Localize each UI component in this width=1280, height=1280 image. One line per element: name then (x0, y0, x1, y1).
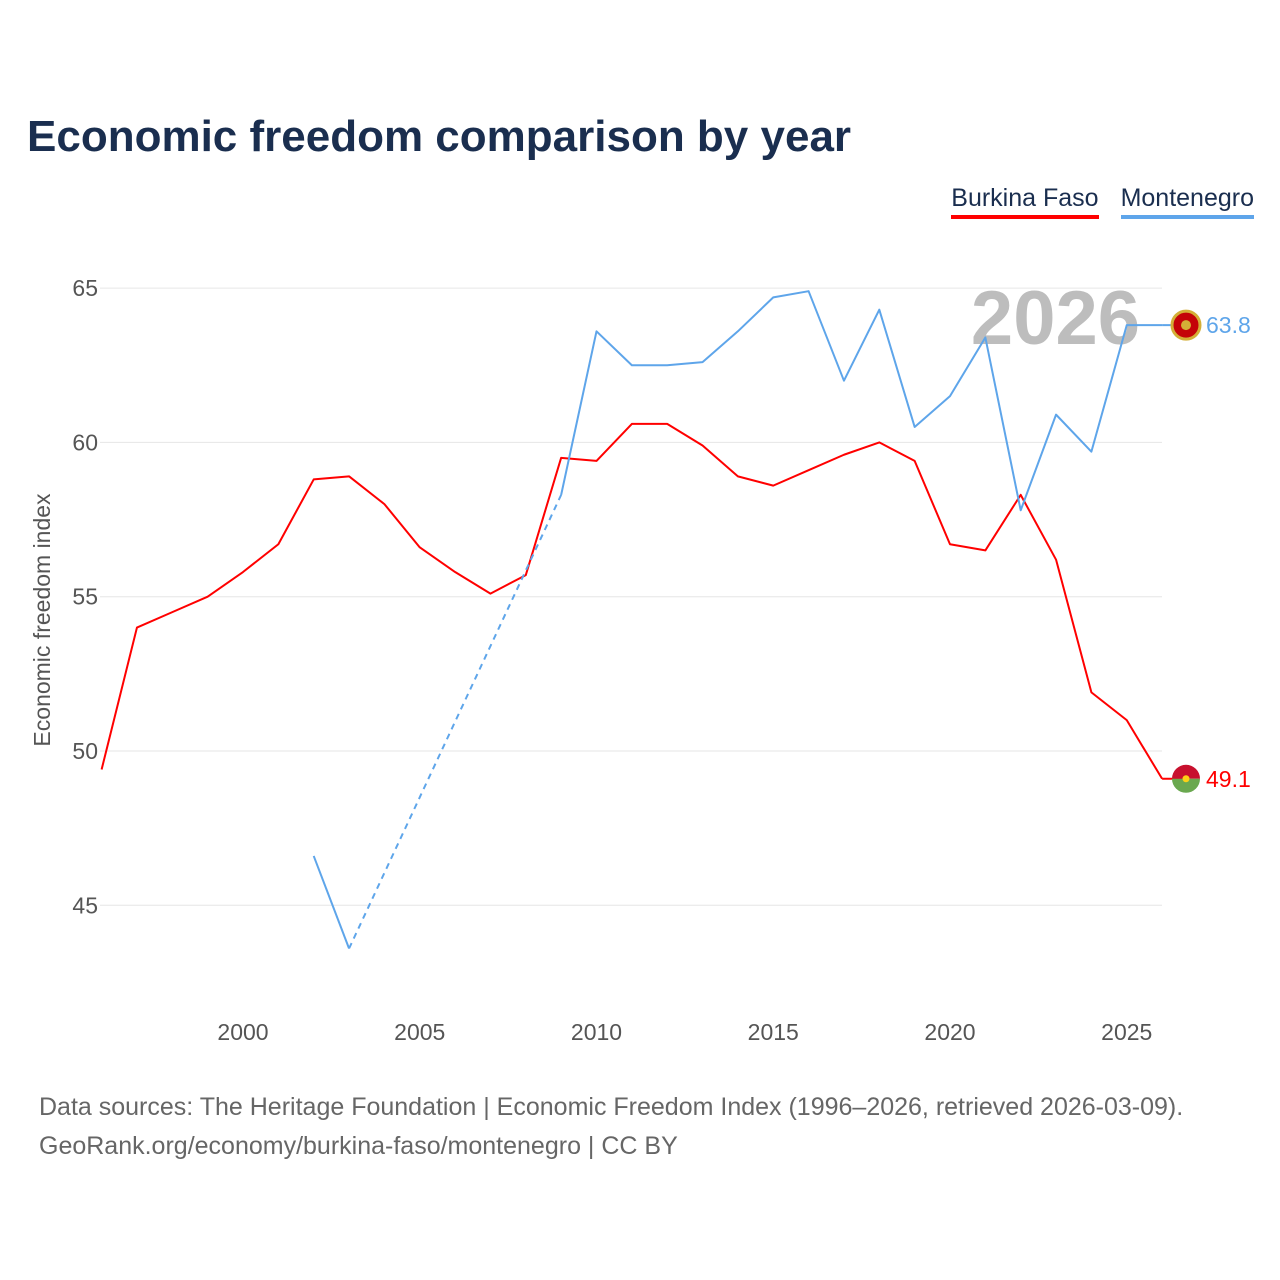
footer-sources: Data sources: The Heritage Foundation | … (39, 1093, 1184, 1121)
y-axis-label: Economic freedom index (29, 493, 55, 747)
x-tick-label: 2020 (924, 1019, 975, 1045)
flag-top-half (1172, 764, 1200, 779)
burkina-faso-flag-icon (1172, 764, 1200, 793)
footer-link[interactable]: GeoRank.org/economy/burkina-faso/montene… (39, 1132, 678, 1160)
x-tick-label: 2025 (1101, 1019, 1152, 1045)
footer: Data sources: The Heritage Foundation | … (39, 1088, 1183, 1166)
legend-item-montenegro[interactable]: Montenegro (1120, 184, 1254, 219)
series-line-montenegro (312, 855, 350, 949)
x-tick-label: 2005 (394, 1019, 445, 1045)
flag-emblem (1181, 320, 1191, 331)
legend: Burkina Faso Montenegro (951, 184, 1254, 219)
legend-item-burkina-faso[interactable]: Burkina Faso (951, 184, 1099, 219)
x-tick-label: 2000 (217, 1019, 268, 1045)
y-tick-label: 50 (72, 738, 98, 764)
series-line-montenegro (560, 290, 1163, 512)
year-watermark: 2026 (971, 276, 1140, 361)
y-tick-label: 60 (72, 429, 98, 455)
series-line-burkina-faso (100, 422, 1163, 780)
end-value-label-burkina-faso: 49.1 (1206, 766, 1251, 792)
x-tick-label: 2015 (748, 1019, 799, 1045)
y-tick-label: 65 (72, 275, 98, 301)
end-value-label-montenegro: 63.8 (1206, 312, 1251, 338)
x-tick-label: 2010 (571, 1019, 622, 1045)
y-tick-label: 55 (72, 584, 98, 610)
flag-star (1182, 775, 1190, 783)
chart-title: Economic freedom comparison by year (27, 112, 852, 161)
y-tick-label: 45 (72, 892, 98, 918)
flag-bottom-half (1172, 778, 1200, 793)
